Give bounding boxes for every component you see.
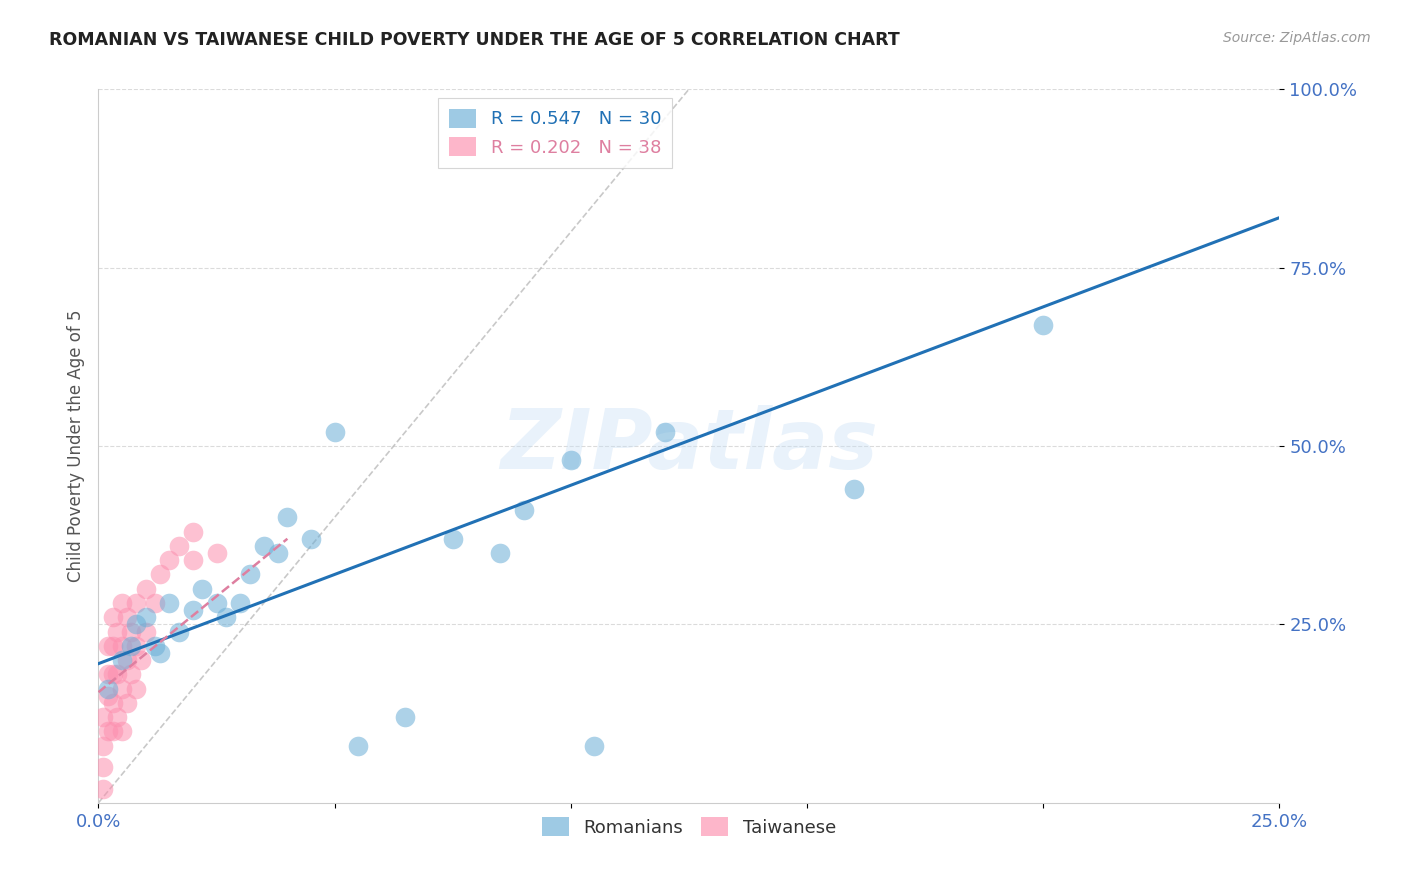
- Point: [125, 596, 148, 610]
- Point: [125, 681, 148, 696]
- Point: [149, 567, 172, 582]
- Point: [253, 539, 276, 553]
- Point: [157, 596, 180, 610]
- Point: [111, 596, 134, 610]
- Point: [105, 624, 128, 639]
- Point: [115, 610, 138, 624]
- Point: [583, 739, 606, 753]
- Point: [149, 646, 172, 660]
- Point: [105, 710, 128, 724]
- Point: [489, 546, 512, 560]
- Point: [143, 639, 166, 653]
- Point: [512, 503, 534, 517]
- Point: [347, 739, 370, 753]
- Point: [101, 667, 124, 681]
- Point: [125, 617, 148, 632]
- Point: [143, 596, 166, 610]
- Point: [91, 710, 114, 724]
- Point: [167, 539, 190, 553]
- Point: [101, 724, 124, 739]
- Point: [111, 653, 134, 667]
- Point: [121, 624, 143, 639]
- Point: [181, 524, 204, 539]
- Point: [121, 667, 143, 681]
- Point: [157, 553, 180, 567]
- Point: [654, 425, 676, 439]
- Point: [105, 667, 128, 681]
- Y-axis label: Child Poverty Under the Age of 5: Child Poverty Under the Age of 5: [66, 310, 84, 582]
- Point: [97, 639, 120, 653]
- Point: [205, 546, 228, 560]
- Text: Source: ZipAtlas.com: Source: ZipAtlas.com: [1223, 31, 1371, 45]
- Point: [191, 582, 214, 596]
- Point: [125, 639, 148, 653]
- Point: [215, 610, 238, 624]
- Point: [394, 710, 416, 724]
- Point: [129, 653, 152, 667]
- Point: [1032, 318, 1054, 332]
- Point: [299, 532, 322, 546]
- Point: [267, 546, 290, 560]
- Point: [91, 781, 114, 796]
- Point: [323, 425, 346, 439]
- Point: [115, 653, 138, 667]
- Point: [135, 624, 157, 639]
- Point: [101, 696, 124, 710]
- Point: [844, 482, 866, 496]
- Point: [101, 610, 124, 624]
- Point: [97, 681, 120, 696]
- Legend: Romanians, Taiwanese: Romanians, Taiwanese: [534, 810, 844, 844]
- Text: ROMANIAN VS TAIWANESE CHILD POVERTY UNDER THE AGE OF 5 CORRELATION CHART: ROMANIAN VS TAIWANESE CHILD POVERTY UNDE…: [49, 31, 900, 49]
- Point: [111, 724, 134, 739]
- Point: [205, 596, 228, 610]
- Point: [97, 667, 120, 681]
- Point: [111, 639, 134, 653]
- Point: [441, 532, 464, 546]
- Point: [115, 696, 138, 710]
- Point: [97, 689, 120, 703]
- Point: [91, 739, 114, 753]
- Point: [101, 639, 124, 653]
- Point: [111, 681, 134, 696]
- Point: [97, 724, 120, 739]
- Point: [135, 582, 157, 596]
- Point: [181, 553, 204, 567]
- Point: [239, 567, 262, 582]
- Point: [560, 453, 582, 467]
- Point: [181, 603, 204, 617]
- Point: [276, 510, 298, 524]
- Point: [229, 596, 252, 610]
- Point: [167, 624, 190, 639]
- Point: [91, 760, 114, 774]
- Point: [121, 639, 143, 653]
- Text: ZIPatlas: ZIPatlas: [501, 406, 877, 486]
- Point: [135, 610, 157, 624]
